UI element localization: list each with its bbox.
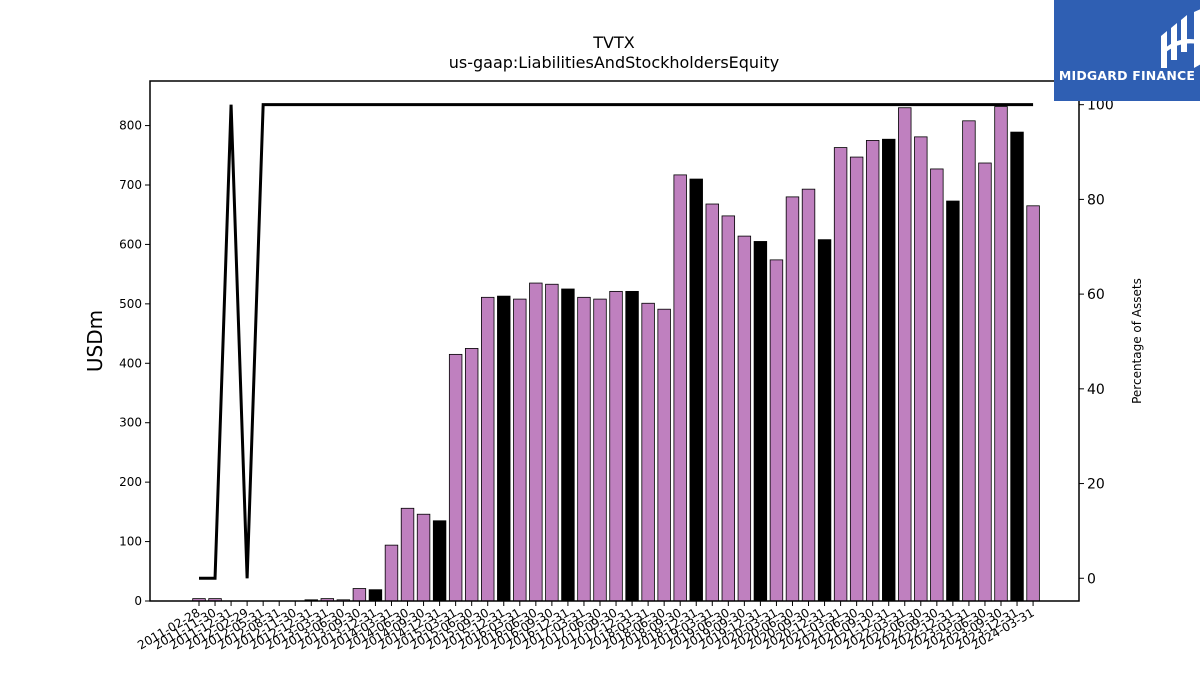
bar-2015-12-31 bbox=[497, 295, 511, 602]
y-axis-label-right: Percentage of Assets bbox=[1130, 278, 1144, 404]
percentage-of-assets-line bbox=[199, 103, 1034, 580]
bar-2022-12-31 bbox=[946, 200, 960, 602]
bar-2023-06-30 bbox=[978, 162, 992, 602]
bar-2017-09-30 bbox=[609, 290, 623, 602]
y-left-tick-label: 0 bbox=[134, 594, 142, 608]
bar-2016-12-31 bbox=[561, 288, 575, 602]
bar-2016-09-30 bbox=[545, 283, 559, 602]
bar-2021-03-31 bbox=[833, 147, 848, 602]
bar-2018-06-30 bbox=[657, 308, 671, 602]
bar-2021-12-31 bbox=[882, 138, 896, 602]
logo-mark-icon bbox=[1161, 9, 1200, 68]
midgard-finance-logo: MIDGARD FINANCE bbox=[1054, 0, 1200, 101]
y-right-tick-label: 100 bbox=[1087, 98, 1114, 114]
bar-2019-09-30 bbox=[737, 235, 752, 602]
bar-2023-12-31 bbox=[1010, 131, 1024, 602]
bar-2020-03-31 bbox=[769, 259, 784, 602]
bar-2014-06-30 bbox=[400, 507, 415, 602]
y-axis-right: 0 20 40 60 80 100 bbox=[1079, 98, 1114, 587]
percentage-line-group bbox=[199, 103, 1034, 580]
y-left-tick-label: 700 bbox=[119, 178, 142, 192]
y-left-tick-label: 800 bbox=[119, 119, 142, 133]
logo-text: MIDGARD FINANCE bbox=[1058, 68, 1196, 83]
bar-2017-12-31 bbox=[625, 290, 639, 602]
bar-2019-12-31 bbox=[753, 241, 768, 602]
bar-2020-06-30 bbox=[785, 196, 800, 602]
bar-2019-03-31 bbox=[705, 203, 719, 602]
x-axis: 2011-02-282011-11-302011-12-312012-02-29… bbox=[135, 601, 1037, 652]
chart-title: TVTX bbox=[592, 33, 634, 52]
bar-2018-09-30 bbox=[673, 174, 687, 602]
bar-2018-12-31 bbox=[689, 178, 703, 602]
bar-2019-06-30 bbox=[721, 215, 736, 602]
bar-2015-03-31 bbox=[448, 353, 463, 602]
bar-2023-03-31 bbox=[962, 120, 976, 602]
y-left-tick-label: 500 bbox=[119, 297, 142, 311]
bar-2024-03-31 bbox=[1026, 205, 1040, 602]
bar-2020-09-30 bbox=[801, 188, 816, 602]
plot-frame bbox=[149, 80, 1080, 602]
bar-2016-06-30 bbox=[529, 282, 543, 602]
y-left-tick-label: 200 bbox=[119, 475, 142, 489]
bar-2017-03-31 bbox=[577, 296, 591, 602]
bar-2018-03-31 bbox=[641, 302, 655, 602]
bar-2022-03-31 bbox=[898, 107, 912, 602]
bar-2016-03-31 bbox=[513, 298, 527, 602]
bar-2014-03-31 bbox=[384, 544, 399, 602]
y-left-tick-label: 600 bbox=[119, 237, 142, 251]
bar-2015-06-30 bbox=[464, 348, 479, 602]
y-right-tick-label: 0 bbox=[1087, 571, 1096, 587]
y-right-tick-label: 20 bbox=[1087, 477, 1105, 493]
y-left-tick-label: 300 bbox=[119, 416, 142, 430]
y-right-tick-label: 80 bbox=[1087, 192, 1105, 208]
chart-subtitle: us-gaap:LiabilitiesAndStockholdersEquity bbox=[449, 53, 780, 72]
bar-2020-12-31 bbox=[817, 239, 832, 602]
bar-2014-12-31 bbox=[432, 520, 447, 602]
bar-2022-09-30 bbox=[930, 168, 944, 602]
bar-2021-09-30 bbox=[865, 140, 880, 602]
bar-2014-09-30 bbox=[416, 513, 431, 602]
bars-group bbox=[192, 106, 1040, 602]
bar-2013-09-30 bbox=[352, 588, 367, 602]
y-right-tick-label: 60 bbox=[1087, 287, 1105, 303]
bar-2022-06-30 bbox=[914, 136, 928, 602]
y-left-tick-label: 400 bbox=[119, 356, 142, 370]
bar-2015-09-30 bbox=[481, 296, 495, 602]
y-right-tick-label: 40 bbox=[1087, 382, 1105, 398]
y-left-tick-label: 100 bbox=[119, 535, 142, 549]
y-axis-left: 0 100 200 300 400 500 600 700 800 bbox=[119, 119, 150, 608]
bar-2023-09-30 bbox=[994, 106, 1008, 602]
bar-2021-06-30 bbox=[849, 156, 864, 602]
bar-2013-12-31 bbox=[368, 589, 383, 602]
bar-2017-06-30 bbox=[593, 298, 607, 602]
y-axis-label-left: USDm bbox=[83, 310, 107, 372]
